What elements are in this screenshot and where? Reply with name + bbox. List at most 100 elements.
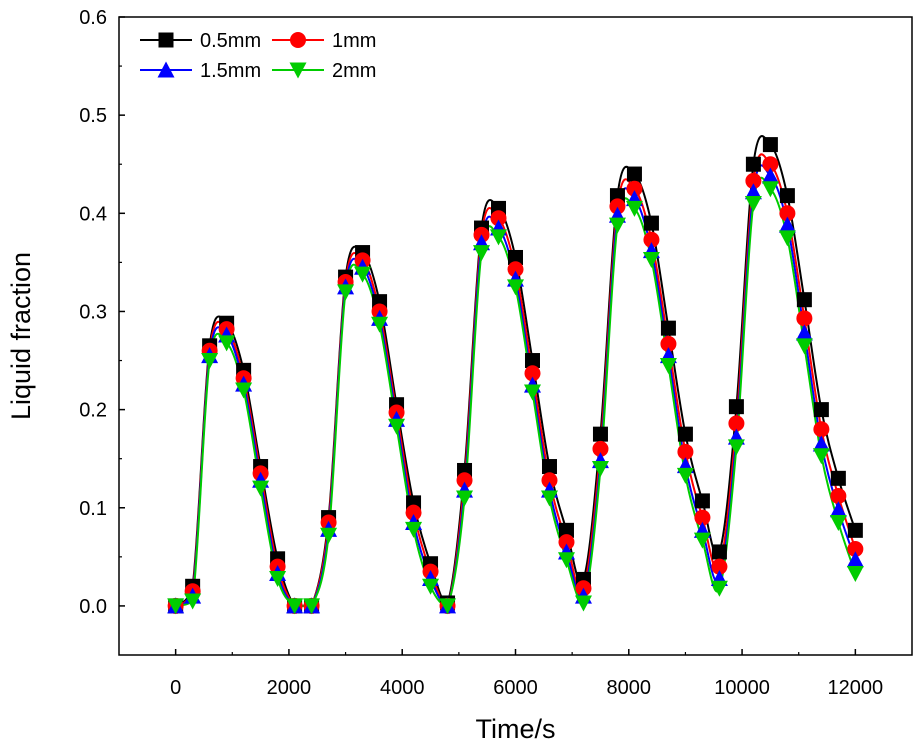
data-point	[711, 544, 727, 560]
legend-marker	[289, 62, 307, 79]
data-point	[303, 598, 321, 615]
data-point	[524, 365, 541, 382]
data-point	[710, 580, 728, 597]
series-layer	[167, 135, 864, 615]
legend-entry: 2mm	[272, 60, 376, 82]
data-point	[591, 461, 609, 478]
data-point	[626, 180, 643, 197]
series-1mm	[174, 153, 857, 607]
data-point	[405, 521, 423, 538]
data-point	[371, 316, 389, 333]
y-tick-label: 0.6	[79, 7, 107, 29]
legend-label: 2mm	[332, 60, 376, 82]
data-point	[744, 195, 762, 212]
data-point	[557, 552, 575, 569]
data-point	[625, 200, 643, 217]
data-point	[405, 504, 422, 521]
data-point	[795, 338, 813, 355]
data-point	[677, 443, 694, 460]
data-point	[727, 439, 745, 456]
y-tick-label: 0.5	[79, 105, 107, 127]
data-point	[677, 426, 693, 442]
data-point	[354, 266, 372, 283]
data-point	[252, 480, 270, 497]
data-point	[846, 551, 864, 568]
data-point	[813, 402, 829, 418]
data-point	[728, 415, 745, 432]
data-point	[812, 435, 830, 452]
legend-marker	[158, 32, 174, 48]
data-point	[592, 440, 609, 457]
data-point	[779, 205, 796, 222]
data-point	[778, 216, 796, 233]
data-point	[846, 566, 864, 583]
legend-label: 0.5mm	[200, 30, 261, 52]
data-point	[235, 382, 253, 399]
x-tick-label: 2000	[267, 677, 312, 699]
legend-label: 1.5mm	[200, 60, 261, 82]
data-point	[744, 183, 762, 200]
data-point	[728, 399, 744, 415]
legend-entry: 1.5mm	[140, 60, 261, 82]
y-tick-label: 0.0	[79, 596, 107, 618]
data-point	[643, 231, 660, 248]
legend-entry: 1mm	[272, 30, 376, 52]
data-point	[201, 353, 219, 370]
data-point	[337, 284, 355, 301]
data-point	[761, 167, 779, 184]
data-point	[523, 384, 541, 401]
data-point	[643, 215, 659, 231]
data-point	[660, 320, 676, 336]
legend: 0.5mm 1mm 1.5mm 2mm	[140, 30, 376, 82]
data-point	[761, 181, 779, 198]
y-tick-label: 0.2	[79, 400, 107, 422]
data-point	[167, 598, 185, 615]
data-point	[829, 501, 847, 518]
data-point	[574, 595, 592, 612]
legend-marker	[290, 32, 306, 48]
x-tick-label: 8000	[607, 677, 652, 699]
data-point	[490, 210, 507, 227]
x-tick-label: 0	[170, 677, 181, 699]
y-axis-title: Liquid fraction	[6, 252, 36, 420]
data-point	[660, 335, 677, 352]
data-point	[694, 493, 710, 509]
x-tick-label: 10000	[714, 677, 770, 699]
data-point	[388, 418, 406, 435]
data-point	[541, 472, 558, 489]
data-point	[609, 198, 626, 215]
data-point	[507, 261, 524, 278]
y-tick-label: 0.4	[79, 203, 107, 225]
data-point	[847, 522, 863, 538]
data-point	[745, 156, 761, 172]
data-point	[558, 522, 574, 538]
data-point	[286, 598, 304, 615]
legend-entry: 0.5mm	[140, 30, 261, 52]
data-point	[779, 188, 795, 204]
data-point	[626, 166, 642, 182]
legend-label: 1mm	[332, 30, 376, 52]
data-point	[490, 229, 508, 246]
data-point	[184, 593, 202, 610]
data-point	[693, 532, 711, 549]
x-tick-label: 12000	[828, 677, 884, 699]
data-point	[694, 509, 711, 526]
y-tick-label: 0.1	[79, 498, 107, 520]
series-2mm	[175, 176, 857, 607]
data-point	[558, 534, 575, 551]
data-point	[508, 249, 523, 265]
series-1.5mm	[175, 164, 857, 607]
axis-ticks: 0 2000 4000 6000 8000 10000 12000 0.0 0.1 0.2 0.3 0…	[79, 7, 883, 699]
data-point	[456, 472, 473, 489]
data-point	[320, 527, 338, 544]
data-point	[218, 335, 236, 352]
data-point	[829, 514, 847, 531]
data-point	[830, 470, 846, 486]
data-point	[762, 156, 779, 173]
data-point	[592, 426, 608, 442]
data-point	[813, 421, 830, 438]
legend-marker	[157, 61, 175, 78]
data-point	[269, 570, 287, 587]
series-line	[174, 153, 857, 607]
